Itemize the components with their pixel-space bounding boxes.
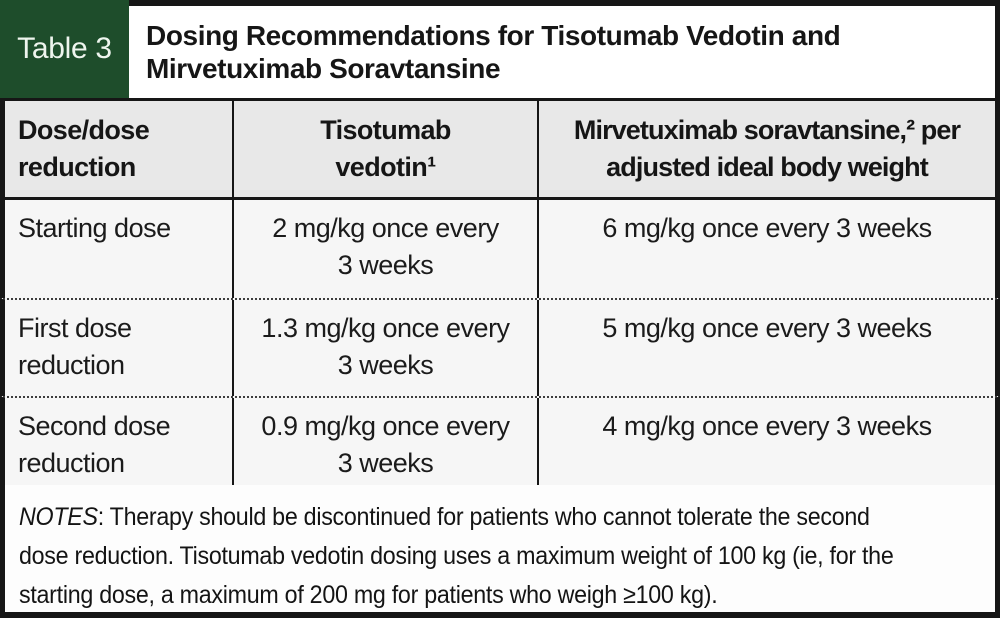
tisotumab-dose-cell: 1.3 mg/kg once every 3 weeks: [232, 300, 537, 396]
col-header-dose-reduction-label: Dose/dose reduction: [18, 115, 150, 182]
table-row-starting-dose: Starting dose 2 mg/kg once every 3 weeks…: [0, 200, 1000, 298]
table-row-second-dose-reduction: Second dose reduction 0.9 mg/kg once eve…: [0, 396, 1000, 485]
notes-line3: starting dose, a maximum of 200 mg for p…: [19, 581, 718, 609]
col-header-mirvetuximab-line1: Mirvetuximab soravtansine,² per: [573, 115, 961, 145]
notes-line1: NOTES: Therapy should be discontinued fo…: [19, 498, 917, 537]
col-header-tisotumab-vedotin: Tisotumab vedotin¹: [232, 101, 537, 197]
table-title-line2: Mirvetuximab Soravtansine: [146, 53, 501, 84]
table-number-badge: Table 3: [0, 0, 129, 98]
table-notes: NOTES: Therapy should be discontinued fo…: [0, 485, 1000, 618]
tisotumab-dose-line2: 3 weeks: [337, 350, 434, 380]
col-header-tisotumab-line1: Tisotumab: [320, 115, 451, 145]
notes-line1-text: : Therapy should be discontinued for pat…: [97, 503, 870, 531]
mirvetuximab-dose-cell: 6 mg/kg once every 3 weeks: [537, 200, 995, 298]
row-label: Second dose reduction: [18, 411, 171, 478]
notes-line2: dose reduction. Tisotumab vedotin dosing…: [19, 542, 894, 570]
column-header-row: Dose/dose reduction Tisotumab vedotin¹ M…: [0, 101, 1000, 200]
tisotumab-dose-cell: 2 mg/kg once every 3 weeks: [232, 200, 537, 298]
mirvetuximab-dose-cell: 5 mg/kg once every 3 weeks: [537, 300, 995, 396]
row-label: Starting dose: [18, 213, 171, 243]
tisotumab-dose-line2: 3 weeks: [337, 250, 434, 280]
table-row-first-dose-reduction: First dose reduction 1.3 mg/kg once ever…: [0, 298, 1000, 396]
col-header-tisotumab-line2: vedotin¹: [335, 152, 436, 182]
notes-label: NOTES: [19, 503, 98, 531]
mirvetuximab-dose-cell: 4 mg/kg once every 3 weeks: [537, 398, 995, 485]
table-title-line1: Dosing Recommendations for Tisotumab Ved…: [146, 20, 841, 51]
col-header-mirvetuximab-soravtansine: Mirvetuximab soravtansine,² per adjusted…: [537, 101, 995, 197]
tisotumab-dose-line2: 3 weeks: [337, 448, 434, 478]
table-header-band: Table 3 Dosing Recommendations for Tisot…: [0, 0, 1000, 101]
row-label: First dose reduction: [18, 313, 132, 380]
col-header-mirvetuximab-line2: adjusted ideal body weight: [606, 152, 929, 182]
tisotumab-dose-line1: 2 mg/kg once every: [272, 213, 499, 243]
tisotumab-dose-cell: 0.9 mg/kg once every 3 weeks: [232, 398, 537, 485]
tisotumab-dose-line1: 1.3 mg/kg once every: [261, 313, 510, 343]
col-header-dose-reduction: Dose/dose reduction: [5, 101, 232, 197]
table-title: Dosing Recommendations for Tisotumab Ved…: [129, 0, 1000, 98]
tisotumab-dose-line1: 0.9 mg/kg once every: [261, 411, 510, 441]
